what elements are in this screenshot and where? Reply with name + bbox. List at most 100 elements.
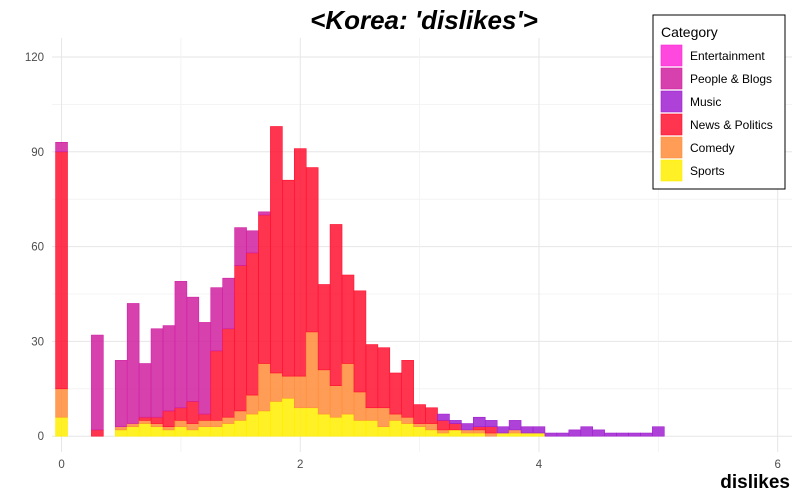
bar-segment [126,423,140,428]
bar-segment [353,391,367,421]
bar-segment [222,416,235,424]
legend-swatch [660,67,683,90]
bar-segment [508,420,522,431]
bar-segment [222,328,235,418]
y-axis-ticks: 0 30 60 90 120 [25,52,44,443]
bar-segment [484,426,498,434]
bar-segment [437,420,450,431]
bar-segment [508,429,522,434]
bar-segment [258,211,271,216]
bar-segment [449,429,462,437]
bar-segment [425,429,438,437]
x-tick-label: 4 [536,459,543,471]
bar-segment [365,344,379,409]
bar-segment [532,432,546,437]
chart-title: <Korea: 'dislikes'> [310,5,538,35]
bar-segment [389,372,403,415]
legend-swatch [660,113,683,136]
bar-segment [210,350,223,421]
bar-segment [317,369,331,415]
bar-segment [246,252,259,396]
bar-segment [473,429,486,434]
y-tick-label: 60 [31,242,44,254]
bar-segment [437,432,450,437]
bar-segment [377,426,391,437]
bar-segment [604,432,617,437]
bar-segment [186,423,200,431]
x-tick-label: 0 [58,459,64,471]
bar-segment [461,429,474,434]
bar-segment [162,426,176,431]
bar-segment [174,281,188,409]
y-tick-label: 0 [38,431,44,443]
y-tick-label: 90 [31,147,44,159]
bar-segment [473,426,486,431]
legend-label: Entertainment [690,49,765,63]
x-tick-label: 2 [297,459,303,471]
bars-layer [55,126,665,437]
bar-segment [246,230,259,254]
legend-label: Comedy [690,141,735,155]
bar-segment [461,432,474,437]
bar-segment [174,407,188,421]
bar-segment [258,214,271,364]
bar-segment [210,426,223,437]
legend-swatch [660,44,683,67]
bar-segment [222,277,235,330]
bar-segment [138,423,152,437]
legend-label: People & Blogs [690,72,772,86]
bar-segment [353,420,367,437]
legend-label: News & Politics [690,118,773,132]
bar-segment [282,179,295,377]
legend-swatch [660,90,683,113]
bar-segment [484,432,498,437]
bar-segment [150,426,164,437]
bar-segment [138,363,152,418]
legend-label: Music [690,95,721,109]
bar-segment [258,410,271,437]
bar-segment [222,423,235,437]
bar-segment [377,407,391,428]
y-tick-label: 30 [31,336,44,348]
bar-segment [449,423,462,431]
bar-segment [186,429,200,437]
bar-segment [329,385,343,418]
bar-segment [210,287,223,352]
bar-segment [413,404,426,424]
bar-segment [174,420,188,428]
bar-segment [389,420,403,437]
bar-segment [401,416,414,424]
bar-segment [652,426,665,437]
y-tick-label: 120 [25,52,44,64]
bar-segment [138,416,152,421]
bar-segment [293,148,307,377]
bar-segment [437,429,450,434]
bar-segment [270,401,283,437]
bar-segment [365,407,379,421]
bar-segment [55,141,68,153]
bar-segment [377,347,391,409]
bar-segment [55,416,68,437]
bar-segment [341,413,355,437]
x-axis-title: dislikes [720,472,790,493]
bar-segment [592,429,605,437]
bar-segment [484,420,498,428]
bar-segment [293,375,307,409]
bar-segment [496,426,510,434]
bar-segment [234,420,247,437]
bar-segment [282,375,295,399]
bar-segment [628,432,641,437]
legend-swatch [660,136,683,159]
bar-segment [258,363,271,412]
bar-segment [305,167,319,333]
bar-segment [473,432,486,437]
bar-segment [508,432,522,437]
bar-segment [270,126,283,374]
bar-segment [198,420,212,428]
bar-segment [138,420,152,424]
bar-segment [55,151,68,390]
legend-swatch [660,159,683,182]
bar-segment [150,423,164,428]
bar-segment [365,420,379,437]
bar-segment [234,265,247,412]
